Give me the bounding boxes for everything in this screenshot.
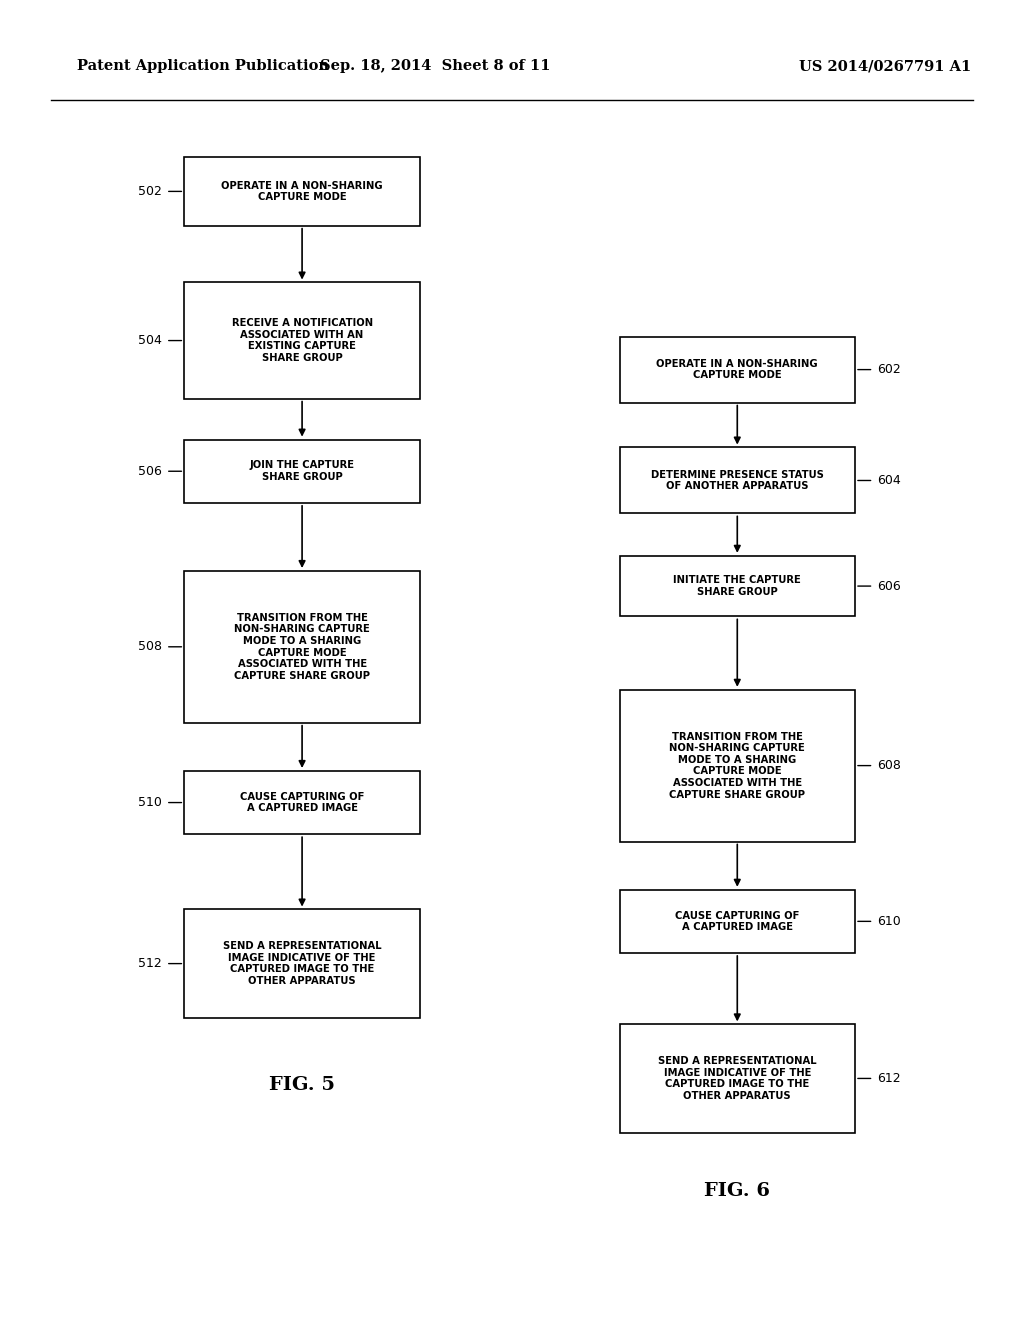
Text: INITIATE THE CAPTURE
SHARE GROUP: INITIATE THE CAPTURE SHARE GROUP — [674, 576, 801, 597]
Bar — [620, 337, 855, 403]
Bar — [184, 157, 420, 226]
Text: OPERATE IN A NON-SHARING
CAPTURE MODE: OPERATE IN A NON-SHARING CAPTURE MODE — [656, 359, 818, 380]
Text: 510: 510 — [138, 796, 162, 809]
Bar — [184, 440, 420, 503]
Text: SEND A REPRESENTATIONAL
IMAGE INDICATIVE OF THE
CAPTURED IMAGE TO THE
OTHER APPA: SEND A REPRESENTATIONAL IMAGE INDICATIVE… — [223, 941, 381, 986]
Text: 612: 612 — [878, 1072, 901, 1085]
Bar — [620, 556, 855, 616]
Text: TRANSITION FROM THE
NON-SHARING CAPTURE
MODE TO A SHARING
CAPTURE MODE
ASSOCIATE: TRANSITION FROM THE NON-SHARING CAPTURE … — [234, 612, 370, 681]
Text: DETERMINE PRESENCE STATUS
OF ANOTHER APPARATUS: DETERMINE PRESENCE STATUS OF ANOTHER APP… — [651, 470, 823, 491]
Bar — [620, 1024, 855, 1133]
Bar — [620, 447, 855, 513]
Text: 606: 606 — [878, 579, 901, 593]
Text: Sep. 18, 2014  Sheet 8 of 11: Sep. 18, 2014 Sheet 8 of 11 — [319, 59, 551, 74]
Text: FIG. 5: FIG. 5 — [269, 1076, 335, 1094]
Text: CAUSE CAPTURING OF
A CAPTURED IMAGE: CAUSE CAPTURING OF A CAPTURED IMAGE — [675, 911, 800, 932]
Text: 512: 512 — [138, 957, 162, 970]
Bar — [184, 771, 420, 834]
Bar — [184, 282, 420, 399]
Text: 508: 508 — [138, 640, 162, 653]
Text: 504: 504 — [138, 334, 162, 347]
Text: JOIN THE CAPTURE
SHARE GROUP: JOIN THE CAPTURE SHARE GROUP — [250, 461, 354, 482]
Text: US 2014/0267791 A1: US 2014/0267791 A1 — [799, 59, 971, 74]
Bar — [620, 890, 855, 953]
Bar — [184, 570, 420, 722]
Text: 602: 602 — [878, 363, 901, 376]
Text: SEND A REPRESENTATIONAL
IMAGE INDICATIVE OF THE
CAPTURED IMAGE TO THE
OTHER APPA: SEND A REPRESENTATIONAL IMAGE INDICATIVE… — [658, 1056, 816, 1101]
Text: CAUSE CAPTURING OF
A CAPTURED IMAGE: CAUSE CAPTURING OF A CAPTURED IMAGE — [240, 792, 365, 813]
Text: TRANSITION FROM THE
NON-SHARING CAPTURE
MODE TO A SHARING
CAPTURE MODE
ASSOCIATE: TRANSITION FROM THE NON-SHARING CAPTURE … — [670, 731, 805, 800]
Text: 502: 502 — [138, 185, 162, 198]
Text: 604: 604 — [878, 474, 901, 487]
Text: FIG. 6: FIG. 6 — [705, 1181, 770, 1200]
Text: 506: 506 — [138, 465, 162, 478]
Bar — [620, 689, 855, 842]
Text: Patent Application Publication: Patent Application Publication — [77, 59, 329, 74]
Text: RECEIVE A NOTIFICATION
ASSOCIATED WITH AN
EXISTING CAPTURE
SHARE GROUP: RECEIVE A NOTIFICATION ASSOCIATED WITH A… — [231, 318, 373, 363]
Text: OPERATE IN A NON-SHARING
CAPTURE MODE: OPERATE IN A NON-SHARING CAPTURE MODE — [221, 181, 383, 202]
Bar — [184, 909, 420, 1018]
Text: 610: 610 — [878, 915, 901, 928]
Text: 608: 608 — [878, 759, 901, 772]
